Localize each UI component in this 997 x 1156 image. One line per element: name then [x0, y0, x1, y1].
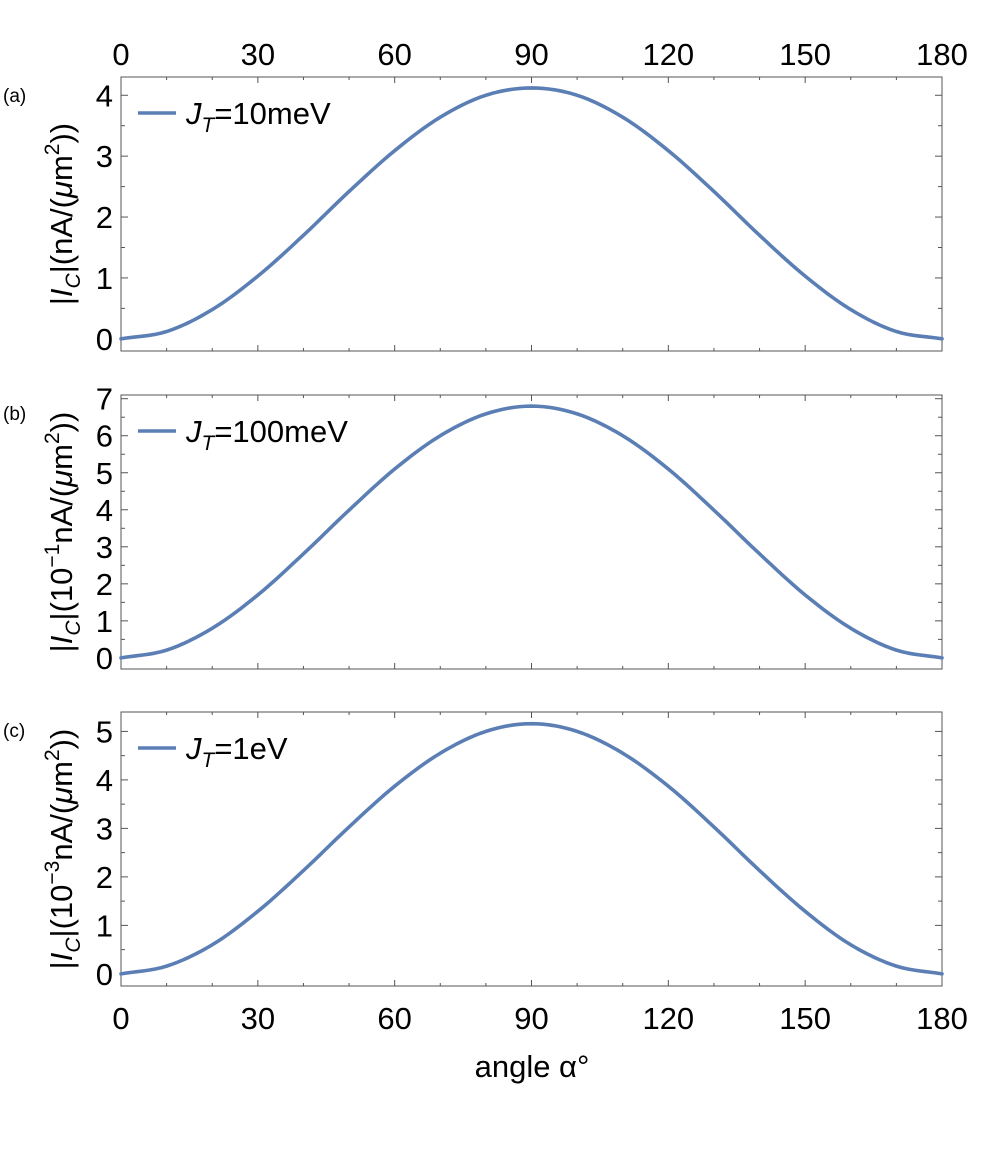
top-x-tick-label: 60 [377, 37, 411, 72]
top-x-tick-label: 150 [779, 37, 831, 72]
top-x-axis: 0 30 60 90 120 150 180 [112, 37, 967, 72]
y-tick-label: 1 [96, 604, 113, 639]
y-tick-label: 1 [96, 261, 113, 296]
legend-label: JT=1eV [185, 731, 288, 772]
y-tick-label: 3 [96, 530, 113, 565]
series-line [119, 404, 944, 660]
x-tick-label: 0 [112, 1001, 129, 1036]
panel-3: 0 1 2 3 4 5 JT=1eV (c) |IC|(10−3nA/(μm2)) 0 30 60 90… [3, 711, 968, 1036]
y-tick-label: 4 [96, 763, 113, 798]
series-line [119, 86, 944, 341]
y-tick-label: 0 [96, 322, 113, 357]
x-tick-label: 60 [377, 1001, 411, 1036]
y-axis-label: |IC|(10−1nA/(μm2)) [41, 412, 85, 653]
legend-label: JT=100meV [185, 414, 348, 455]
y-tick-label: 0 [96, 641, 113, 676]
top-x-tick-label: 0 [112, 37, 129, 72]
y-tick-label: 0 [96, 957, 113, 992]
x-tick-label: 150 [779, 1001, 831, 1036]
x-tick-label: 30 [241, 1001, 275, 1036]
panel-tag: (b) [3, 404, 26, 425]
x-tick-label: 180 [916, 1001, 968, 1036]
series-line [119, 721, 944, 976]
y-tick-label: 5 [96, 456, 113, 491]
y-tick-label: 4 [96, 78, 113, 113]
panels: 01234JT=10meV(a)|IC|(nA/(μm2))01234567JT… [3, 76, 968, 1036]
y-tick-label: 3 [96, 811, 113, 846]
y-tick-label: 2 [96, 200, 113, 235]
top-x-tick-label: 120 [642, 37, 694, 72]
y-tick-label: 1 [96, 908, 113, 943]
y-tick-label: 5 [96, 714, 113, 749]
y-tick-label: 3 [96, 139, 113, 174]
top-x-tick-label: 30 [241, 37, 275, 72]
y-tick-label: 2 [96, 567, 113, 602]
legend-label: JT=10meV [185, 96, 331, 137]
panel-tag: (a) [3, 86, 26, 107]
panel-1: 0 1 2 3 4 JT=10meV (a) |IC|(nA/(μm2)) [3, 76, 944, 357]
y-axis-label: |IC|(nA/(μm2)) [41, 123, 85, 305]
x-tick-label: 90 [514, 1001, 548, 1036]
top-x-tick-label: 180 [916, 37, 968, 72]
y-tick-label: 4 [96, 493, 113, 528]
y-tick-label: 7 [96, 382, 113, 417]
panel-tag: (c) [3, 721, 25, 742]
y-axis-label: |IC|(10−3nA/(μm2)) [41, 729, 85, 970]
top-x-tick-label: 90 [514, 37, 548, 72]
y-tick-label: 6 [96, 419, 113, 454]
y-tick-label: 2 [96, 860, 113, 895]
x-axis-label: angle α° [475, 1049, 590, 1084]
x-tick-label: 120 [642, 1001, 694, 1036]
